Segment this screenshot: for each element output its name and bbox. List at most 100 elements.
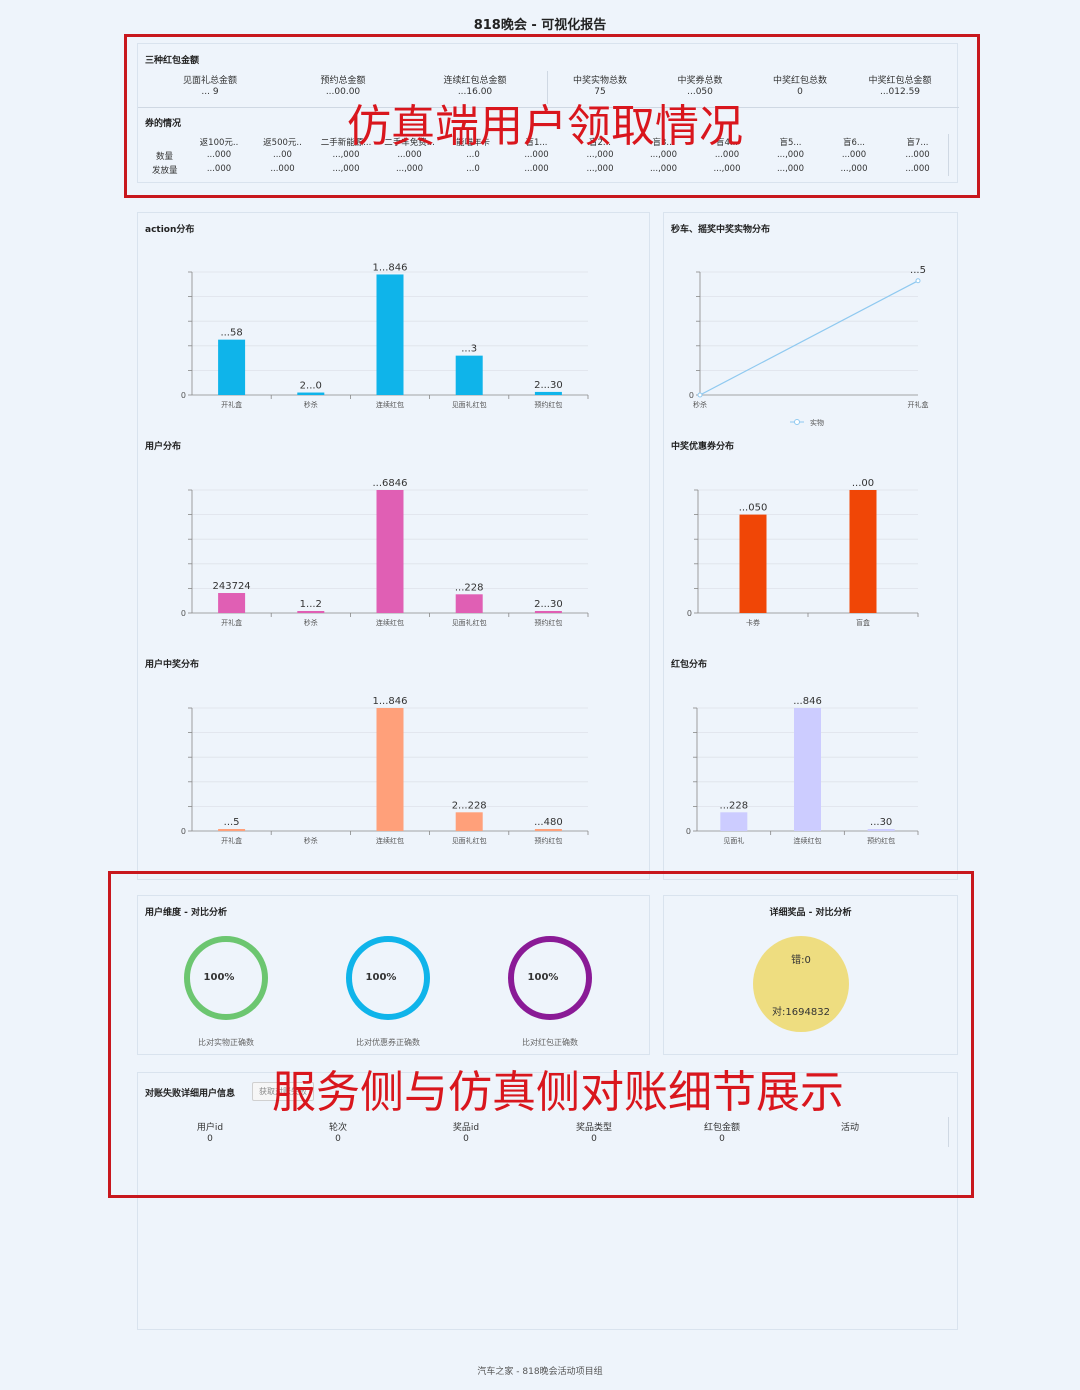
stat-value-3: 75 [594, 87, 606, 97]
coupon-qty-10: ...000 [841, 150, 867, 160]
coupon-qty-1: ...00 [273, 150, 292, 160]
rings-canvas [184, 936, 592, 1020]
prize-circle [753, 936, 849, 1032]
failed-col-value-0: 0 [207, 1134, 213, 1144]
coupon-qty-0: ...000 [206, 150, 232, 160]
ring-physical [184, 936, 268, 1020]
prize-detail-panel: 详细奖品 - 对比分析 错:0 对:1694832 [663, 895, 958, 1055]
stat-label-3: 中奖实物总数 [572, 76, 627, 86]
coupon-row-label-qty: 数量 [156, 152, 174, 162]
coupon-name-1: 返500元.. [263, 138, 302, 148]
seckill-chart-title: 秒车、摇奖中奖实物分布 [671, 225, 771, 235]
ring-physical-pct: 100% [203, 972, 235, 983]
coupon-qty-7: ...,000 [649, 150, 678, 160]
failed-col-label-1: 轮次 [328, 1123, 347, 1133]
coupon-name-3: 二手车免费... [384, 138, 435, 148]
coupon-qty-9: ...,000 [776, 150, 805, 160]
prize-detail-title: 详细奖品 - 对比分析 [769, 908, 852, 918]
bottom-overlay-text: 服务侧与仿真侧对账细节展示 [272, 1067, 844, 1118]
right-charts-panel: 秒车、摇奖中奖实物分布 中奖优惠券分布 红包分布 [663, 212, 958, 880]
coupon-qty-8: ...000 [714, 150, 740, 160]
section-divider [138, 107, 959, 108]
coupons-title: 券的情况 [145, 119, 182, 129]
coupon-row-label-issued: 发放量 [152, 166, 178, 176]
coupon-issued-0: ...000 [206, 164, 232, 174]
coupon-issued-5: ...000 [524, 164, 549, 174]
ring-coupon-pct: 100% [365, 972, 397, 983]
stat-value-0: ... 9 [201, 87, 219, 97]
ring-coupon-label: 比对优惠券正确数 [356, 1038, 420, 1047]
ring-redpacket-pct: 100% [527, 972, 559, 983]
stat-label-4: 中奖券总数 [677, 76, 723, 86]
coupon-name-2: 二手新能源... [320, 138, 372, 148]
failed-col-value-1: 0 [335, 1134, 341, 1144]
failed-col-label-0: 用户id [196, 1123, 224, 1133]
coupon-name-10: 盲6... [842, 138, 865, 148]
stat-label-2: 连续红包总金额 [443, 76, 507, 86]
coupon-name-8: 盲4... [715, 138, 738, 148]
top-overlay-text: 仿真端用户领取情况 [347, 101, 743, 152]
coupon-name-6: 盲2... [588, 138, 611, 148]
coupon-issued-8: ...,000 [713, 164, 741, 174]
coupon-issued-3: ...,000 [395, 164, 424, 174]
stats-divider [547, 71, 548, 104]
coupon-qty-2: ...,000 [332, 150, 360, 160]
failed-col-label-3: 奖品类型 [575, 1123, 612, 1133]
coupon-qty-11: ...000 [905, 150, 930, 160]
user-dimension-title: 用户维度 - 对比分析 [145, 908, 228, 918]
summary-panel: 三种红包金额 见面礼总金额... 9 预约总金额 ...00.00 连续红包总金额..… [137, 43, 959, 183]
left-charts-panel: action分布 用户分布 用户中奖分布 [137, 212, 650, 880]
stat-value-2: ...16.00 [457, 87, 493, 97]
coupon-chart-title: 中奖优惠券分布 [671, 442, 735, 452]
coupon-issued-1: ...000 [270, 164, 295, 174]
stat-label-6: 中奖红包总金额 [868, 76, 932, 86]
coupon-issued-9: ...,000 [776, 164, 805, 174]
failed-col-value-2: 0 [463, 1134, 469, 1144]
stat-value-6: ...012.59 [879, 87, 921, 97]
ring-physical-label: 比对实物正确数 [198, 1038, 254, 1047]
coupon-qty-4: ...0 [466, 150, 480, 160]
footer: 汽车之家 - 818晚会活动项目组 [477, 1367, 603, 1377]
coupon-issued-6: ...,000 [586, 164, 614, 174]
coupon-name-4: 能喵年卡 [455, 138, 490, 148]
stat-label-5: 中奖红包总数 [772, 76, 827, 86]
coupon-scrollbar[interactable] [948, 134, 949, 176]
user-win-chart-title: 用户中奖分布 [145, 660, 200, 670]
red-envelope-title: 三种红包金额 [145, 56, 200, 66]
prize-wrong-count: 错:0 [791, 955, 811, 966]
stat-label-1: 预约总金额 [320, 76, 366, 86]
coupon-qty-5: ...000 [524, 150, 549, 160]
coupon-issued-4: ...0 [466, 164, 480, 174]
ring-redpacket-label: 比对红包正确数 [522, 1038, 578, 1047]
failed-users-scrollbar[interactable] [948, 1117, 949, 1147]
coupon-issued-11: ...000 [905, 164, 930, 174]
coupon-issued-7: ...,000 [649, 164, 678, 174]
coupon-issued-2: ...,000 [332, 164, 360, 174]
coupon-name-9: 盲5... [779, 138, 802, 148]
coupon-name-5: 盲1... [525, 138, 548, 148]
stat-value-5: 0 [797, 87, 803, 97]
prize-right-count: 对:1694832 [772, 1007, 830, 1018]
coupon-name-0: 返100元.. [199, 138, 239, 148]
failed-col-label-4: 红包金额 [703, 1123, 740, 1133]
coupon-name-7: 盲3... [652, 138, 675, 148]
coupon-name-11: 盲7... [906, 138, 929, 148]
failed-users-panel: 对账失败详细用户信息 获取对账失败 用户id 0 轮次 0 奖品id 0 奖品类型 0 红包金额… [137, 1072, 958, 1330]
stat-value-4: ...050 [687, 87, 713, 97]
failed-users-title: 对账失败详细用户信息 [145, 1089, 236, 1099]
user-chart-title: 用户分布 [145, 442, 182, 452]
fetch-failed-button[interactable]: 获取对账失败 [252, 1082, 314, 1101]
stat-value-1: ...00.00 [325, 87, 361, 97]
coupon-qty-3: ...000 [397, 150, 422, 160]
ring-coupon [346, 936, 430, 1020]
failed-col-value-4: 0 [719, 1134, 725, 1144]
page-title: 818晚会 - 可视化报告 [473, 18, 607, 33]
failed-col-label-2: 奖品id [452, 1123, 480, 1133]
action-chart-title: action分布 [145, 225, 195, 235]
redpacket-chart-title: 红包分布 [671, 660, 708, 670]
failed-col-label-5: 活动 [840, 1123, 859, 1133]
stat-label-0: 见面礼总金额 [182, 76, 237, 86]
ring-redpacket [508, 936, 592, 1020]
failed-col-value-3: 0 [591, 1134, 597, 1144]
user-dimension-panel: 用户维度 - 对比分析 100% 100% 100% 比对实物正确数 比对优惠券… [137, 895, 650, 1055]
